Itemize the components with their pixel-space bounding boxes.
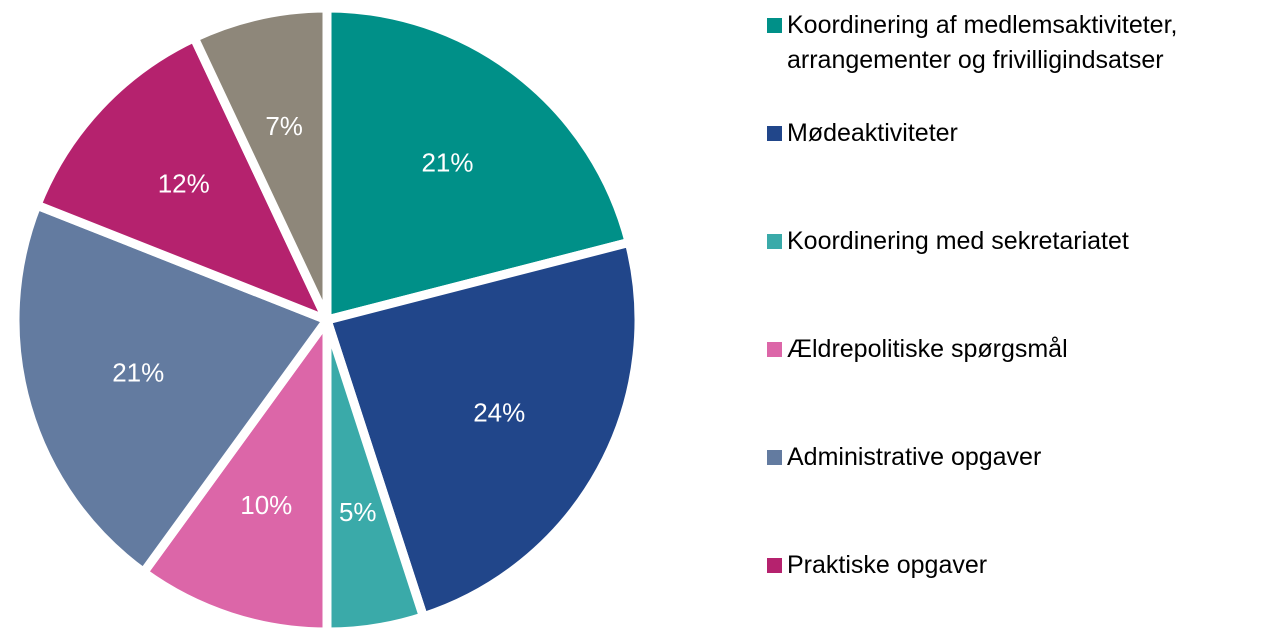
legend-label: Ældrepolitiske spørgsmål <box>787 335 1068 363</box>
data-label: 21% <box>421 148 473 178</box>
pie-slice <box>322 237 644 622</box>
legend-item: Koordinering af medlemsaktiviteter, arra… <box>767 8 1267 78</box>
legend-item: Mødeaktiviteter <box>767 116 1267 151</box>
legend-swatch <box>767 126 782 141</box>
legend-label: Praktiske opgaver <box>787 551 988 579</box>
legend-label: Koordinering af medlemsaktiviteter, arra… <box>787 11 1178 74</box>
data-label: 10% <box>240 490 292 520</box>
legend-item: Administrative opgaver <box>767 440 1267 475</box>
pie-slice <box>10 200 332 577</box>
legend-swatch <box>767 558 782 573</box>
pie-slice <box>322 3 634 325</box>
legend-label: Koordinering med sekretariatet <box>787 227 1129 255</box>
data-label: 24% <box>473 398 525 428</box>
pie-slice <box>32 33 332 325</box>
data-label: 7% <box>265 111 303 141</box>
pie-slice <box>189 3 332 325</box>
legend-swatch <box>767 450 782 465</box>
pie: 21% 24% 5% 10% 21% 12% 7% <box>10 3 644 637</box>
legend-swatch <box>767 342 782 357</box>
legend-item: Ældrepolitiske spørgsmål <box>767 332 1267 367</box>
legend-swatch <box>767 234 782 249</box>
pie-slice <box>139 315 332 637</box>
data-label: 21% <box>112 358 164 388</box>
legend-label: Administrative opgaver <box>787 443 1042 471</box>
legend-label: Mødeaktiviteter <box>787 119 958 147</box>
legend-swatch <box>767 18 782 33</box>
legend-item: Praktiske opgaver <box>767 548 1267 583</box>
legend-item: Koordinering med sekretariatet <box>767 224 1267 259</box>
data-label: 5% <box>339 497 377 527</box>
data-label: 12% <box>158 168 210 198</box>
